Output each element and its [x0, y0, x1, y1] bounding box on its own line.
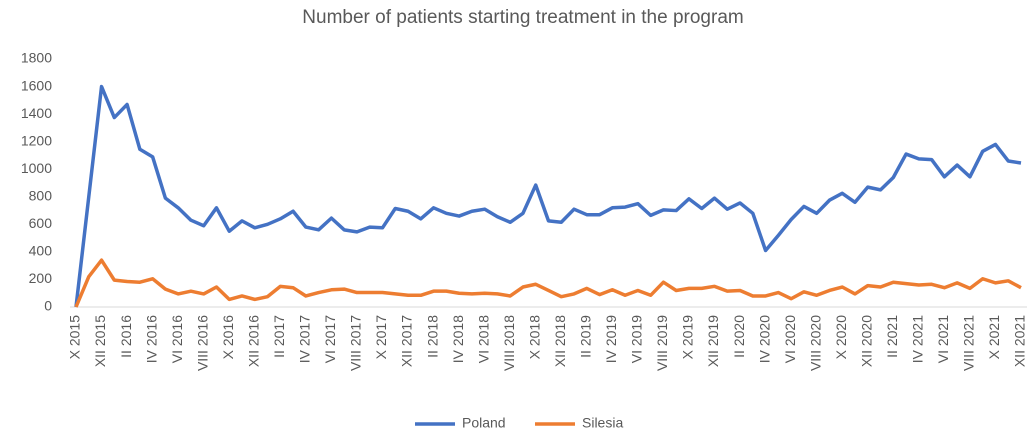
- y-tick-label: 1400: [21, 105, 52, 121]
- y-tick-label: 0: [44, 298, 52, 314]
- x-tick-label: X 2021: [986, 315, 1002, 360]
- x-tick-label: X 2015: [67, 315, 83, 360]
- x-tick-label: X 2016: [220, 315, 236, 360]
- x-tick-label: VIII 2019: [654, 315, 670, 371]
- x-tick-label: VIII 2016: [194, 315, 210, 371]
- x-tick-label: XII 2017: [399, 315, 415, 367]
- x-tick-label: X 2018: [526, 315, 542, 360]
- chart-title: Number of patients starting treatment in…: [302, 7, 743, 28]
- x-tick-label: II 2021: [884, 315, 900, 358]
- x-tick-label: X 2017: [373, 315, 389, 360]
- x-tick-label: VI 2016: [169, 315, 185, 363]
- y-tick-label: 400: [29, 243, 53, 259]
- x-tick-label: VIII 2018: [501, 315, 517, 371]
- x-tick-label: XII 2021: [1012, 315, 1028, 367]
- x-tick-label: XII 2019: [705, 315, 721, 367]
- x-tick-label: IV 2017: [297, 315, 313, 363]
- line-series: [74, 258, 1022, 308]
- x-tick-label: II 2016: [118, 315, 134, 358]
- x-tick-label: VIII 2017: [348, 315, 364, 371]
- x-tick-label: IV 2021: [910, 315, 926, 363]
- y-tick-label: 1000: [21, 160, 52, 176]
- x-tick-label: XII 2016: [245, 315, 261, 367]
- x-tick-label: IV 2019: [603, 315, 619, 363]
- x-tick-label: VIII 2021: [961, 315, 977, 371]
- x-tick-label: II 2020: [731, 315, 747, 358]
- x-tick-label: XII 2020: [858, 315, 874, 367]
- line-series: [74, 84, 1022, 308]
- x-tick-label: VI 2020: [782, 315, 798, 363]
- x-tick-label: VIII 2020: [807, 315, 823, 371]
- x-tick-label: II 2018: [424, 315, 440, 358]
- x-tick-label: IV 2020: [756, 315, 772, 363]
- x-tick-label: IV 2018: [450, 315, 466, 363]
- y-tick-label: 1600: [21, 77, 52, 93]
- y-tick-label: 200: [29, 270, 53, 286]
- x-tick-label: XII 2015: [92, 315, 108, 367]
- x-tick-label: VI 2021: [935, 315, 951, 363]
- x-tick-label: VI 2019: [629, 315, 645, 363]
- y-tick-label: 800: [29, 187, 53, 203]
- y-tick-label: 1200: [21, 132, 52, 148]
- x-tick-label: VI 2017: [322, 315, 338, 363]
- x-tick-label: X 2019: [680, 315, 696, 360]
- x-tick-label: IV 2016: [143, 315, 159, 363]
- x-tick-label: VI 2018: [475, 315, 491, 363]
- x-tick-label: II 2017: [271, 315, 287, 358]
- y-tick-label: 600: [29, 215, 53, 231]
- legend-label: Silesia: [582, 415, 623, 431]
- y-tick-label: 1800: [21, 50, 52, 66]
- x-tick-label: X 2020: [833, 315, 849, 360]
- x-tick-label: II 2019: [578, 315, 594, 358]
- x-tick-label: XII 2018: [552, 315, 568, 367]
- legend-label: Poland: [462, 415, 506, 431]
